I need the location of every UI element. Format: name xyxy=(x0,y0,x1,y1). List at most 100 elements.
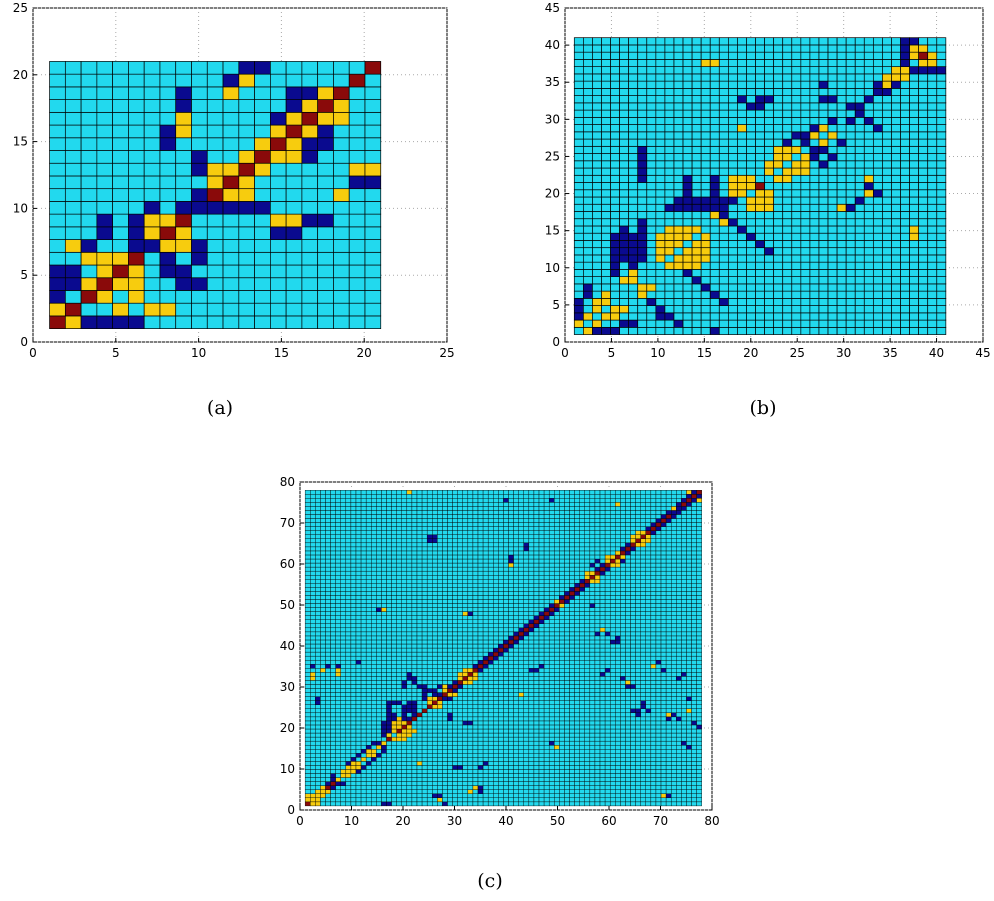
matrix-cell xyxy=(783,320,792,327)
matrix-cell xyxy=(891,161,900,168)
matrix-cell xyxy=(910,45,919,52)
matrix-cell xyxy=(417,745,422,749)
matrix-cell xyxy=(113,240,129,253)
matrix-cell xyxy=(331,612,336,616)
matrix-cell xyxy=(656,81,665,88)
matrix-cell xyxy=(629,103,638,110)
matrix-cell xyxy=(346,676,351,680)
matrix-cell xyxy=(320,506,325,510)
matrix-cell xyxy=(442,798,447,802)
matrix-cell xyxy=(336,765,341,769)
matrix-cell xyxy=(386,539,391,543)
matrix-cell xyxy=(458,587,463,591)
matrix-cell xyxy=(728,327,737,334)
matrix-cell xyxy=(113,214,129,227)
matrix-cell xyxy=(432,604,437,608)
matrix-cell xyxy=(468,527,473,531)
matrix-cell xyxy=(376,782,381,786)
matrix-cell xyxy=(417,571,422,575)
matrix-cell xyxy=(437,587,442,591)
matrix-cell xyxy=(882,320,891,327)
matrix-cell xyxy=(910,269,919,276)
matrix-cell xyxy=(341,587,346,591)
matrix-cell xyxy=(392,725,397,729)
matrix-cell xyxy=(305,660,310,664)
matrix-cell xyxy=(381,745,386,749)
matrix-cell xyxy=(305,502,310,506)
matrix-cell xyxy=(737,269,746,276)
matrix-cell xyxy=(392,523,397,527)
matrix-cell xyxy=(783,255,792,262)
matrix-cell xyxy=(453,717,458,721)
matrix-cell xyxy=(302,138,318,151)
matrix-cell xyxy=(427,571,432,575)
matrix-cell xyxy=(620,52,629,59)
matrix-cell xyxy=(837,204,846,211)
matrix-cell xyxy=(919,306,928,313)
matrix-cell xyxy=(361,579,366,583)
matrix-cell xyxy=(674,269,683,276)
matrix-cell xyxy=(937,132,946,139)
matrix-cell xyxy=(315,798,320,802)
matrix-cell xyxy=(473,514,478,518)
matrix-cell xyxy=(356,749,361,753)
matrix-cell xyxy=(855,110,864,117)
matrix-cell xyxy=(765,277,774,284)
matrix-cell xyxy=(160,201,176,214)
matrix-cell xyxy=(366,555,371,559)
matrix-cell xyxy=(783,52,792,59)
matrix-cell xyxy=(801,313,810,320)
matrix-cell xyxy=(928,154,937,161)
matrix-cell xyxy=(483,741,488,745)
matrix-cell xyxy=(756,59,765,66)
matrix-cell xyxy=(919,226,928,233)
matrix-cell xyxy=(901,38,910,45)
matrix-cell xyxy=(792,132,801,139)
matrix-cell xyxy=(756,226,765,233)
matrix-cell xyxy=(356,494,361,498)
matrix-cell xyxy=(239,112,255,125)
matrix-cell xyxy=(366,571,371,575)
matrix-cell xyxy=(412,656,417,660)
matrix-cell xyxy=(239,138,255,151)
matrix-cell xyxy=(478,595,483,599)
matrix-cell xyxy=(432,571,437,575)
matrix-cell xyxy=(432,595,437,599)
matrix-cell xyxy=(783,248,792,255)
matrix-cell xyxy=(783,211,792,218)
matrix-cell xyxy=(601,81,610,88)
matrix-cell xyxy=(50,189,66,202)
matrix-cell xyxy=(756,139,765,146)
matrix-cell xyxy=(407,672,412,676)
matrix-cell xyxy=(270,316,286,329)
matrix-cell xyxy=(128,176,144,189)
matrix-cell xyxy=(792,240,801,247)
matrix-cell xyxy=(937,262,946,269)
matrix-cell xyxy=(346,749,351,753)
matrix-cell xyxy=(320,761,325,765)
matrix-cell xyxy=(97,100,113,113)
matrix-cell xyxy=(341,608,346,612)
matrix-cell xyxy=(341,794,346,798)
matrix-cell xyxy=(422,599,427,603)
matrix-cell xyxy=(728,52,737,59)
matrix-cell xyxy=(351,514,356,518)
matrix-cell xyxy=(376,745,381,749)
matrix-cell xyxy=(366,741,371,745)
matrix-cell xyxy=(65,201,81,214)
matrix-cell xyxy=(361,745,366,749)
matrix-cell xyxy=(928,52,937,59)
matrix-cell xyxy=(683,197,692,204)
matrix-cell xyxy=(310,547,315,551)
matrix-cell xyxy=(592,284,601,291)
matrix-cell xyxy=(356,672,361,676)
matrix-cell xyxy=(437,502,442,506)
matrix-cell xyxy=(417,668,422,672)
matrix-cell xyxy=(144,151,160,164)
matrix-cell xyxy=(601,327,610,334)
matrix-cell xyxy=(728,298,737,305)
matrix-cell xyxy=(320,535,325,539)
matrix-cell xyxy=(891,38,900,45)
matrix-cell xyxy=(901,161,910,168)
matrix-cell xyxy=(458,652,463,656)
